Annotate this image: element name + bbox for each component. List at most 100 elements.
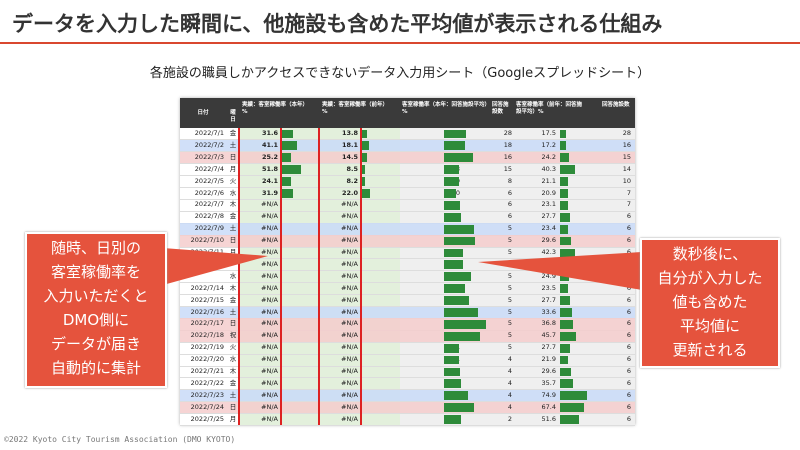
title-rule [0, 42, 800, 44]
row-line [180, 329, 635, 331]
table-cell: 2 [507, 414, 512, 423]
table-cell: 6 [626, 212, 631, 221]
table-cell: #N/A [341, 355, 358, 364]
table-cell: 67.4 [541, 402, 556, 411]
data-bar [444, 129, 466, 139]
table-cell: 2022/7/17 [190, 319, 224, 328]
table-cell: #N/A [261, 271, 278, 280]
pointer-right [478, 252, 642, 290]
row-line [180, 413, 635, 414]
data-bar [444, 391, 469, 401]
table-cell: 日 [229, 402, 237, 411]
data-bar [444, 355, 459, 365]
table-cell: #N/A [261, 378, 278, 387]
table-cell: #N/A [341, 402, 358, 411]
table-cell: 31.9 [261, 188, 278, 197]
table-cell: 2022/7/24 [190, 402, 224, 411]
column-header: 回答施設数 [602, 102, 630, 108]
header-row [180, 98, 635, 128]
table-cell: 2022/7/3 [194, 152, 224, 161]
table-cell: 金 [229, 129, 237, 137]
table-cell: 21.1 [541, 176, 556, 185]
table-cell: 6 [626, 355, 631, 364]
table-cell: 41.1 [261, 140, 278, 149]
data-bar [560, 189, 568, 198]
table-cell: #N/A [261, 414, 278, 423]
table-cell: 27.7 [541, 212, 556, 221]
table-cell: 祝 [229, 331, 237, 340]
data-bar [362, 165, 366, 175]
table-cell: 6 [626, 224, 631, 233]
table-cell: 14.5 [341, 152, 358, 161]
table-cell: 5 [507, 283, 512, 292]
table-cell: 7 [626, 200, 631, 209]
table-cell: #N/A [261, 200, 278, 209]
table-cell: 21.9 [541, 355, 556, 364]
table-cell: 5 [507, 224, 512, 233]
callout-line: 自動的に集計 [50, 359, 141, 377]
table-cell: 74.9 [541, 390, 556, 399]
data-bar [444, 236, 475, 246]
data-bar [444, 296, 469, 305]
row-line [180, 210, 635, 212]
table-cell: #N/A [261, 331, 278, 340]
table-cell: 6 [626, 343, 631, 352]
table-cell: #N/A [341, 283, 358, 292]
table-cell: 火 [229, 176, 237, 185]
data-bar [560, 403, 585, 413]
table-cell: #N/A [261, 259, 278, 268]
table-cell: 4 [507, 390, 512, 399]
table-cell: 15 [622, 152, 631, 161]
table-cell: 24.2 [541, 152, 556, 161]
data-bar [444, 260, 464, 270]
table-cell: 水 [229, 188, 237, 197]
table-cell: 金 [229, 295, 237, 304]
row-line [180, 139, 635, 140]
data-bar [560, 367, 571, 377]
row-line [180, 282, 635, 283]
table-cell: 2022/7/1 [194, 129, 224, 137]
table-cell: 6 [626, 390, 631, 399]
table-cell: 23.4 [541, 224, 556, 233]
table-cell: #N/A [261, 390, 278, 399]
table-cell: 2022/7/22 [190, 378, 224, 387]
data-bar [444, 177, 459, 186]
table-cell: 35.7 [541, 378, 556, 387]
data-bar [560, 165, 575, 175]
data-bar [282, 153, 292, 163]
row-line [180, 353, 635, 355]
table-cell: 日 [229, 319, 237, 328]
table-cell: 2022/7/25 [190, 414, 224, 423]
data-bar [444, 141, 466, 151]
row-line [180, 151, 635, 152]
row-line [180, 377, 635, 378]
data-bar [560, 319, 574, 329]
callout-line: データが届き [50, 335, 141, 353]
data-bar [444, 308, 479, 317]
table-cell: 木 [229, 283, 237, 292]
data-bar [444, 189, 456, 198]
table-cell: 17.2 [541, 140, 556, 149]
table-cell: 2022/7/18 [190, 331, 224, 340]
table-cell: #N/A [261, 248, 278, 256]
table-cell: #N/A [341, 200, 358, 209]
table-cell: 33.6 [541, 307, 556, 316]
table-cell: 28 [622, 129, 631, 137]
row-highlight [180, 389, 635, 402]
subtitle: 各施設の職員しかアクセスできないデータ入力用シート（Googleスプレッドシート… [149, 66, 651, 81]
table-cell: #N/A [341, 414, 358, 423]
table-cell: 27.7 [541, 343, 556, 352]
data-bar [560, 284, 569, 294]
row-line [180, 401, 635, 402]
table-cell: 31.6 [261, 129, 278, 137]
data-bar [444, 319, 486, 329]
data-bar [444, 343, 460, 353]
input-border [238, 128, 240, 425]
table-cell: 2022/7/15 [190, 295, 224, 304]
column-header: 実績：客室稼働率（本年）% [242, 102, 309, 115]
data-bar [444, 165, 459, 175]
table-cell: #N/A [341, 390, 358, 399]
data-bar [560, 296, 570, 305]
